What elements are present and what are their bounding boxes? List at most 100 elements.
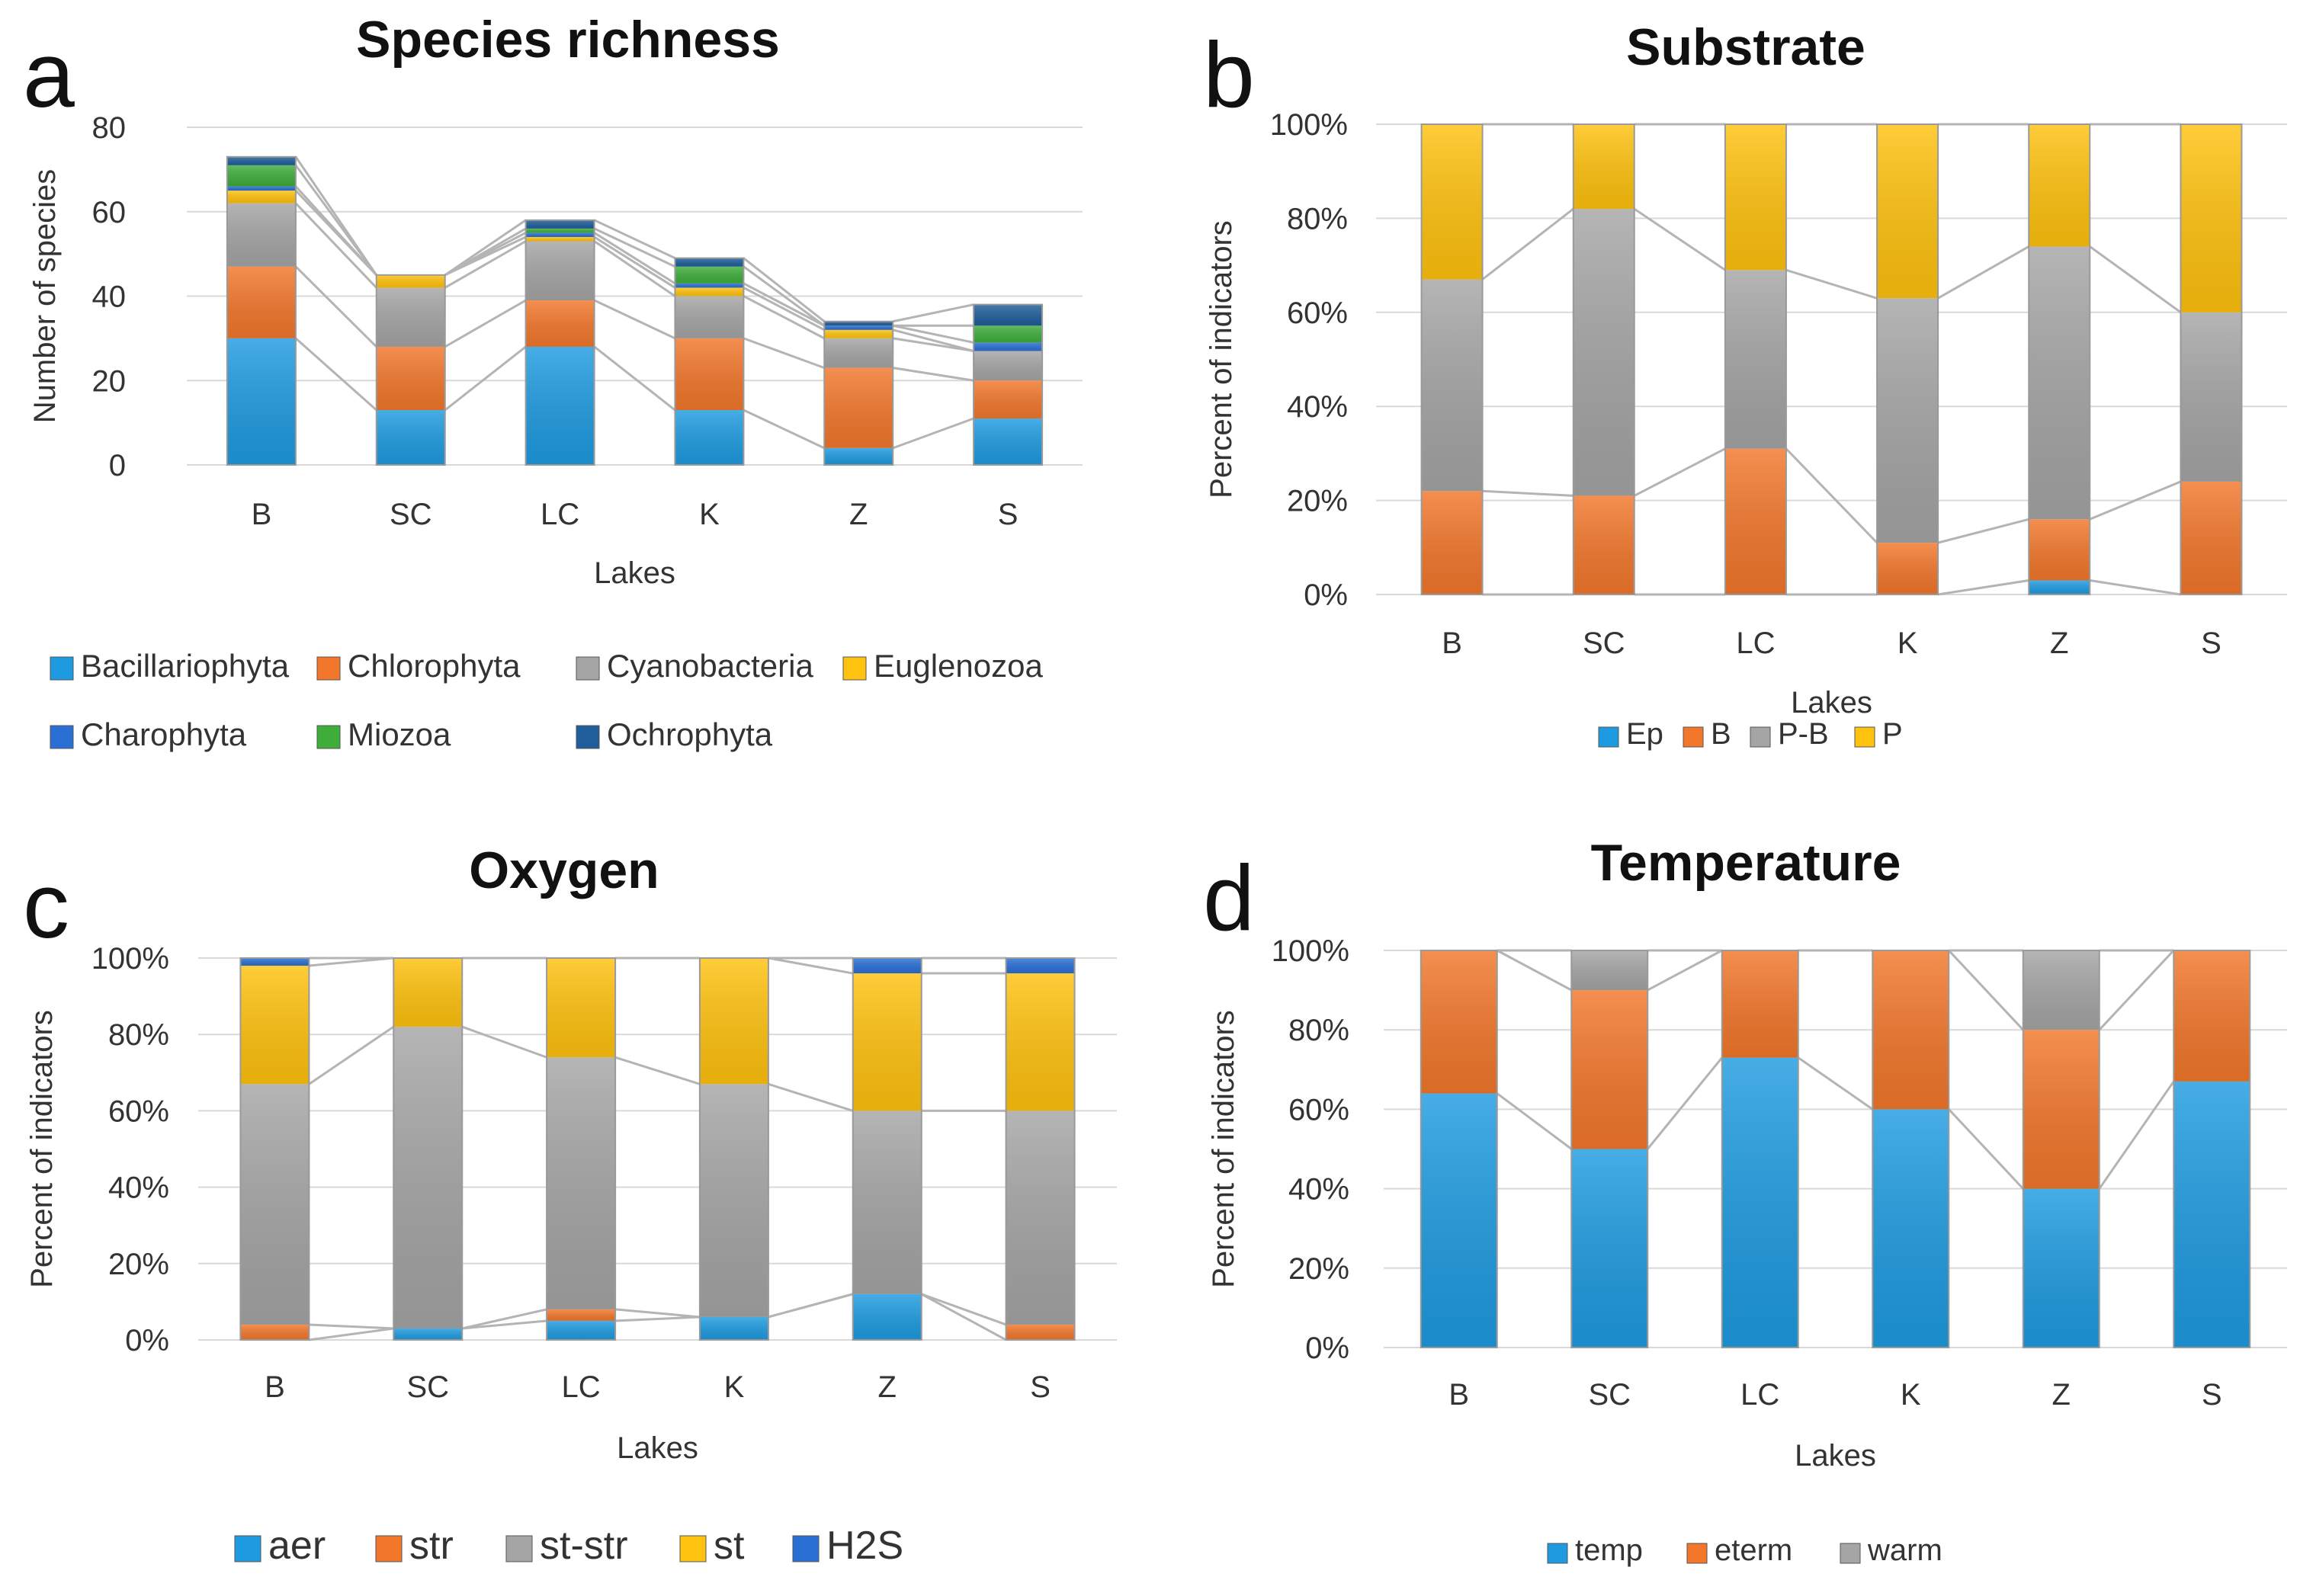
bar-shade	[2173, 1081, 2250, 1348]
legend-swatch-B	[1683, 726, 1704, 748]
panel-b: Substrate b 0% 20% 40% 60% 80% 100% Percent of i…	[1203, 18, 2287, 751]
bar-shade	[974, 325, 1043, 343]
legend-swatch-st	[679, 1535, 707, 1562]
series-line	[462, 1319, 547, 1330]
bar-shade	[1724, 124, 1786, 271]
bar-outline	[1420, 123, 1484, 595]
series-line	[593, 227, 676, 268]
x-tick-label: S	[998, 498, 1019, 531]
series-line	[294, 155, 377, 276]
bar-outline	[1005, 957, 1076, 1341]
x-tick-label: B	[1448, 1378, 1469, 1412]
x-tick-label: Z	[2052, 1378, 2071, 1412]
x-tick-label: S	[1030, 1370, 1051, 1404]
bar-shade	[1877, 543, 1939, 594]
series-line	[1937, 579, 2029, 596]
bar-outline	[2173, 950, 2251, 1348]
bar-shade	[1420, 1093, 1497, 1348]
legend-label-Chlorophyta: Chlorophyta	[348, 648, 521, 684]
legend-label-str: str	[409, 1524, 454, 1568]
bar-shade	[974, 342, 1043, 351]
bar-shade	[1724, 270, 1786, 449]
series-line	[1496, 1092, 1573, 1150]
bar-outline	[525, 219, 595, 466]
legend: Bacillariophyta Chlorophyta Cyanobacteria E…	[50, 648, 1043, 752]
x-tick-label: Z	[849, 498, 868, 531]
legend: temp eterm warm	[1547, 1534, 1942, 1567]
bar-shade	[699, 1316, 768, 1340]
panel-a: Species richness a 0 20 40 60 80 Number of spec…	[23, 11, 1083, 752]
bar-shade	[2029, 246, 2090, 520]
bar-shade	[675, 283, 744, 288]
bar-shade	[1571, 950, 1648, 991]
legend-swatch-aer	[234, 1535, 261, 1562]
bar-shade	[2173, 950, 2250, 1082]
bar-outline	[1420, 950, 1498, 1348]
bar-shade	[1877, 124, 1939, 299]
bar-shade	[1421, 124, 1483, 280]
series-line	[892, 303, 974, 323]
series-line	[768, 1082, 854, 1112]
bar-shade	[547, 1309, 616, 1321]
bar-shade	[852, 1293, 922, 1340]
bar-shade	[240, 966, 310, 1085]
series-line	[892, 328, 974, 352]
bar-outline	[393, 957, 464, 1341]
series-line	[743, 257, 826, 322]
series-line	[614, 1308, 701, 1319]
bar-shade	[226, 203, 296, 267]
x-tick-label: Z	[878, 1370, 897, 1404]
legend-label-H2S: H2S	[826, 1524, 903, 1568]
legend-swatch-Ep	[1598, 726, 1619, 748]
series-line	[921, 1293, 1007, 1341]
bar-shade	[226, 165, 296, 187]
x-axis-label: Lakes	[1791, 686, 1872, 719]
series-line	[743, 295, 825, 340]
bar-shade	[1421, 279, 1483, 492]
series-line	[444, 345, 527, 412]
x-tick-label: S	[2202, 1378, 2222, 1412]
series-line	[743, 409, 825, 450]
series-line	[294, 185, 377, 276]
bar-shade	[1872, 950, 1949, 1110]
bar-shade	[2029, 519, 2090, 581]
panel-letter: a	[23, 23, 75, 127]
bar-shade	[852, 958, 922, 974]
bar-shade	[1006, 1324, 1075, 1340]
bar-outline	[698, 957, 769, 1341]
series-line	[1937, 518, 2029, 544]
bar-shade	[547, 1320, 616, 1340]
bar-shade	[675, 266, 744, 284]
y-tick-label: 0	[109, 449, 126, 482]
panel-letter: b	[1203, 23, 1255, 127]
series-line	[593, 240, 676, 297]
bar-shade	[675, 410, 744, 465]
x-tick-label: K	[699, 498, 720, 531]
series-line	[768, 957, 854, 975]
y-tick-label: 80	[92, 111, 127, 145]
series-line	[593, 236, 676, 289]
series-line	[892, 417, 974, 450]
bar-outline	[2022, 950, 2100, 1348]
y-tick-label: 20%	[1288, 1252, 1349, 1286]
bar-shade	[1721, 1057, 1798, 1348]
x-axis-label: Lakes	[617, 1431, 698, 1465]
bar-shade	[376, 274, 445, 288]
series-line	[1633, 207, 1726, 271]
legend-label-P-B: P-B	[1778, 717, 1829, 751]
legend-label-Cyanobacteria: Cyanobacteria	[607, 648, 813, 684]
bar-shade	[393, 1328, 463, 1340]
bar-shade	[675, 258, 744, 267]
bar-shade	[226, 156, 296, 165]
series-line	[593, 299, 676, 340]
y-axis-label: Percent of indicators	[25, 1010, 59, 1288]
bar-shade	[2180, 481, 2242, 594]
bar-shade	[226, 266, 296, 338]
bar-group	[1420, 950, 2250, 1348]
bar-shade	[2023, 950, 2100, 1030]
series-line	[2089, 480, 2181, 521]
bar-shade	[1724, 448, 1786, 594]
series-line	[1634, 447, 1726, 497]
